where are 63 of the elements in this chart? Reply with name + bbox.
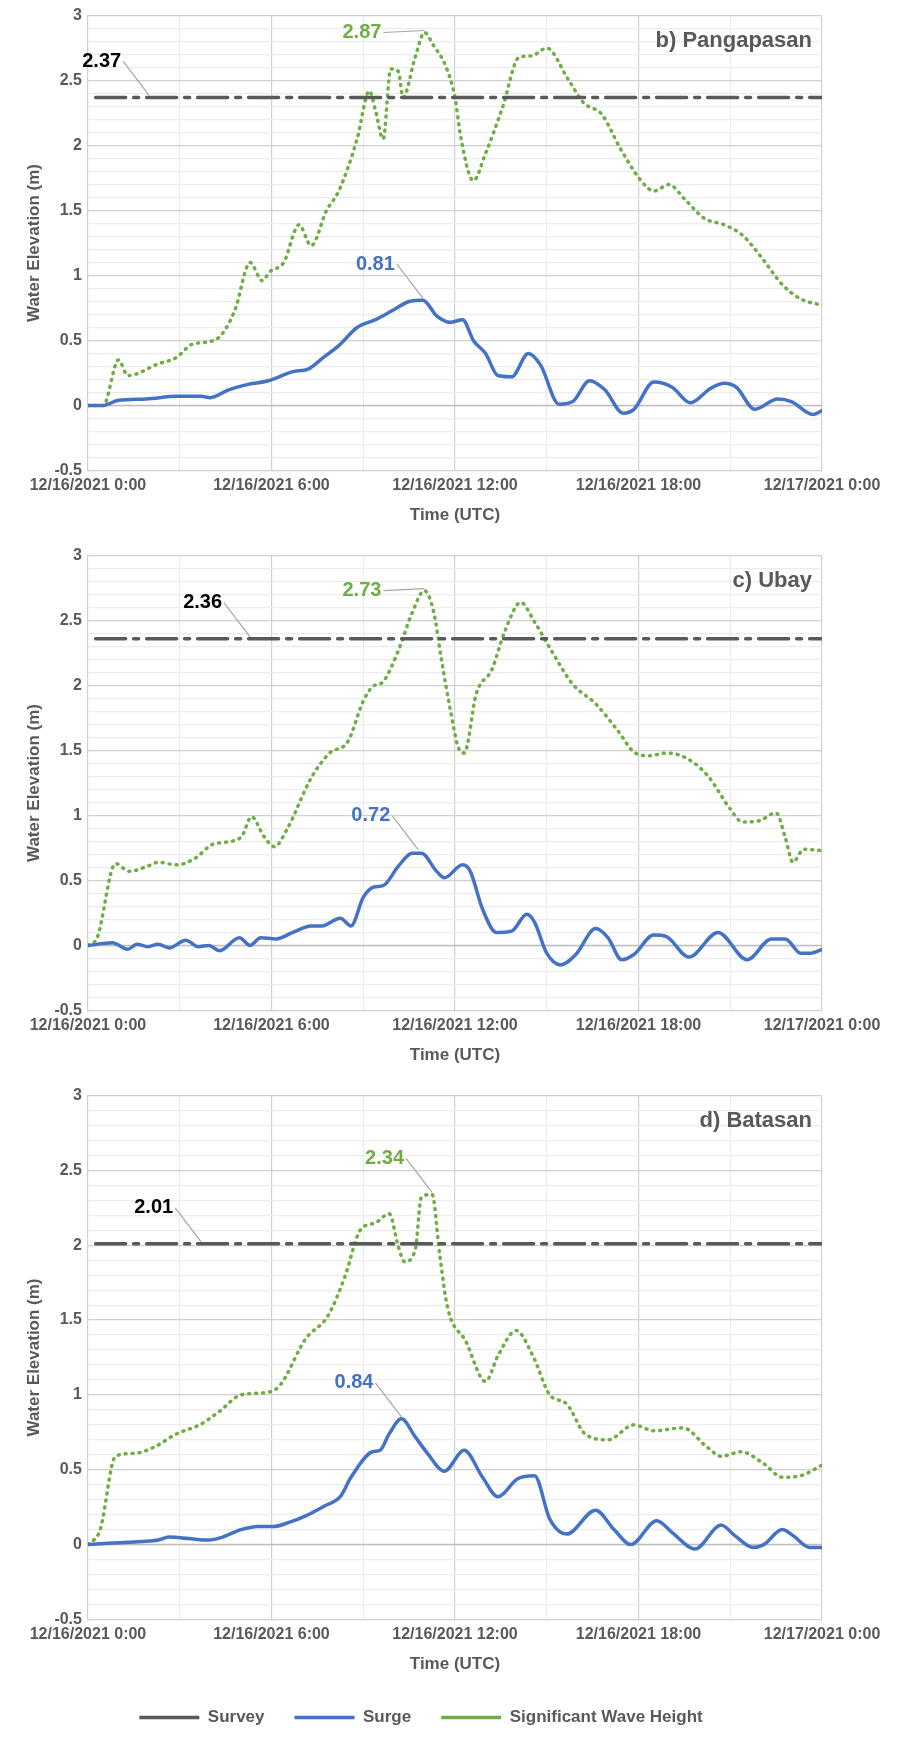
annotation: 2.01 <box>134 1195 174 1218</box>
x-tick-label: 12/16/2021 6:00 <box>213 476 330 494</box>
y-tick-label: 2.5 <box>59 610 83 628</box>
x-tick-label: 12/16/2021 18:00 <box>575 476 702 494</box>
annotation: 2.34 <box>365 1145 405 1168</box>
y-tick-label: 1.5 <box>59 1310 83 1328</box>
y-axis-title: Water Elevation (m) <box>23 703 43 863</box>
text: b) Pangapasan <box>655 26 812 52</box>
y-tick-label: 1.5 <box>59 200 83 218</box>
x-axis-title: Time (UTC) <box>409 505 501 525</box>
y-tick-label: -0.5 <box>54 460 83 478</box>
x-tick-label: 12/16/2021 0:00 <box>29 1625 147 1643</box>
x-tick-label: 12/16/2021 12:00 <box>392 1625 518 1643</box>
x-tick-label: 12/16/2021 12:00 <box>392 1016 518 1034</box>
x-tick-label: 12/16/2021 18:00 <box>575 1625 702 1643</box>
y-tick-label: 3 <box>73 6 83 24</box>
annotation: 0.84 <box>334 1370 375 1393</box>
x-tick-label: 12/16/2021 6:00 <box>213 1625 330 1643</box>
y-tick-label: 2.5 <box>59 70 83 88</box>
y-tick-label: 1 <box>73 1385 83 1403</box>
legend-label: Survey <box>207 1707 266 1727</box>
x-tick-label: 12/16/2021 12:00 <box>392 476 518 494</box>
line-series <box>87 851 822 967</box>
x-tick-label: 12/17/2021 0:00 <box>763 1016 881 1034</box>
x-tick-label: 12/16/2021 6:00 <box>213 1016 330 1034</box>
x-tick-label: 12/16/2021 18:00 <box>575 1016 702 1034</box>
y-tick-label: 0 <box>73 1534 83 1552</box>
text: c) Ubay <box>732 566 813 592</box>
y-tick-label: -0.5 <box>54 1609 83 1627</box>
y-tick-label: 1 <box>73 265 83 283</box>
x-axis-title: Time (UTC) <box>409 1654 501 1674</box>
y-tick-label: 2 <box>73 135 83 153</box>
annotation: 2.87 <box>342 20 382 43</box>
x-tick-label: 12/16/2021 0:00 <box>29 1016 147 1034</box>
legend-label: Significant Wave Height <box>509 1707 704 1727</box>
x-tick-label: 12/17/2021 0:00 <box>763 1625 881 1643</box>
y-tick-label: 1.5 <box>59 740 83 758</box>
y-tick-label: 0 <box>73 935 83 953</box>
y-tick-label: 0.5 <box>59 330 83 348</box>
y-tick-label: 1 <box>73 805 83 823</box>
x-tick-label: 12/16/2021 0:00 <box>29 476 147 494</box>
y-axis-title: Water Elevation (m) <box>23 163 43 323</box>
y-axis-title: Water Elevation (m) <box>23 1278 43 1437</box>
y-tick-label: 0.5 <box>59 870 83 888</box>
line-series <box>87 1417 822 1551</box>
line-series <box>87 298 822 417</box>
legend-label: Surge <box>363 1707 412 1727</box>
y-tick-label: 3 <box>73 1086 83 1104</box>
y-tick-label: 0 <box>73 395 83 413</box>
y-tick-label: 2 <box>73 675 83 693</box>
y-tick-label: -0.5 <box>54 1000 83 1018</box>
annotation: 2.36 <box>183 590 223 613</box>
y-tick-label: 3 <box>73 546 83 564</box>
annotation: 2.37 <box>82 48 122 71</box>
y-tick-label: 0.5 <box>59 1460 83 1478</box>
annotation: 0.81 <box>355 251 395 274</box>
y-tick-label: 2 <box>73 1235 83 1253</box>
annotation: 2.73 <box>342 578 382 601</box>
y-tick-label: 2.5 <box>59 1160 83 1178</box>
x-tick-label: 12/17/2021 0:00 <box>763 476 881 494</box>
annotation: 0.72 <box>351 803 391 826</box>
x-axis-title: Time (UTC) <box>409 1045 501 1065</box>
text: d) Batasan <box>699 1106 812 1132</box>
